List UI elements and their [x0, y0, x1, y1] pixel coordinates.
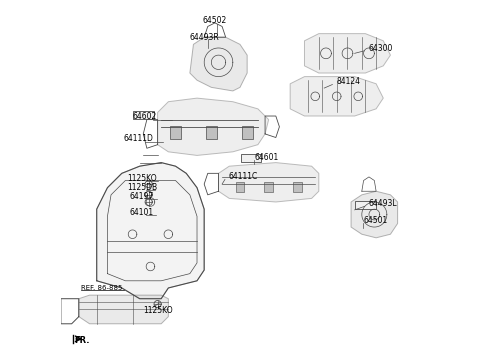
- Polygon shape: [190, 37, 247, 91]
- Bar: [133, 111, 154, 119]
- Text: 64300: 64300: [369, 44, 393, 53]
- Polygon shape: [79, 295, 168, 324]
- Polygon shape: [96, 162, 204, 299]
- Polygon shape: [157, 98, 269, 156]
- Bar: [240, 155, 261, 162]
- Bar: [355, 201, 376, 209]
- Text: 64111D: 64111D: [123, 134, 154, 143]
- Text: 64493R: 64493R: [189, 33, 219, 42]
- Bar: [242, 126, 252, 139]
- Text: 64197: 64197: [130, 192, 154, 201]
- Text: 64601: 64601: [254, 153, 278, 162]
- Text: 1125KO: 1125KO: [143, 306, 173, 315]
- Bar: [206, 126, 216, 139]
- Bar: [264, 182, 273, 192]
- Text: 1125KO: 1125KO: [127, 174, 157, 183]
- Polygon shape: [290, 77, 384, 116]
- Polygon shape: [304, 34, 390, 73]
- Text: 84124: 84124: [337, 78, 361, 87]
- Text: 64111C: 64111C: [228, 173, 258, 182]
- Text: 64501: 64501: [363, 216, 388, 225]
- Text: 64602: 64602: [132, 112, 157, 121]
- Text: REF. 86-885: REF. 86-885: [81, 285, 122, 291]
- Polygon shape: [351, 191, 397, 238]
- Text: 64502: 64502: [203, 16, 227, 25]
- Polygon shape: [218, 162, 319, 202]
- Bar: [236, 182, 244, 192]
- Bar: [293, 182, 301, 192]
- Text: 1125DB: 1125DB: [127, 183, 157, 192]
- Text: FR.: FR.: [74, 336, 90, 345]
- Text: 64493L: 64493L: [369, 199, 397, 208]
- Text: 64101: 64101: [130, 208, 154, 217]
- Bar: [170, 126, 181, 139]
